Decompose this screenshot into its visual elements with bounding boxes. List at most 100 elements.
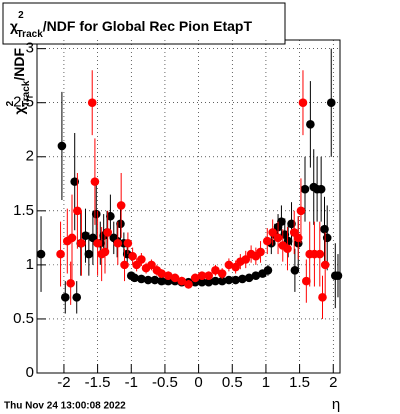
marker: [130, 273, 139, 283]
marker: [91, 209, 101, 219]
marker: [123, 238, 133, 248]
marker: [190, 273, 200, 283]
ylabel-symbol: χ: [11, 106, 27, 114]
marker: [251, 271, 261, 280]
marker: [290, 265, 300, 275]
marker: [298, 98, 308, 108]
marker: [143, 275, 153, 285]
title-box: [2, 2, 286, 45]
marker: [116, 201, 126, 210]
y-tick-label: 0.5: [13, 310, 34, 327]
marker: [60, 293, 70, 302]
marker: [204, 271, 213, 280]
marker: [147, 260, 156, 270]
marker: [106, 211, 115, 221]
marker: [300, 184, 310, 194]
marker: [66, 278, 75, 288]
marker: [277, 217, 286, 226]
marker: [306, 120, 315, 129]
marker: [316, 184, 326, 194]
marker: [224, 260, 234, 270]
marker: [263, 265, 273, 275]
marker: [164, 271, 173, 280]
marker: [231, 275, 240, 285]
marker: [273, 233, 283, 243]
marker: [72, 293, 82, 302]
title-sup: 2: [18, 10, 24, 21]
marker: [211, 265, 220, 275]
marker: [90, 177, 100, 186]
marker: [296, 206, 306, 216]
marker: [320, 224, 329, 234]
marker: [81, 231, 90, 240]
x-tick-label: -1: [125, 374, 138, 391]
marker: [238, 274, 247, 284]
marker: [87, 98, 97, 108]
marker: [333, 271, 343, 280]
ylabel-text: /NDF: [11, 48, 27, 81]
x-tick-label: -0.5: [152, 374, 178, 391]
marker: [302, 276, 311, 286]
marker: [67, 233, 77, 243]
marker: [326, 98, 336, 108]
marker: [211, 276, 220, 286]
marker: [137, 255, 146, 264]
x-tick-label: -1.5: [85, 374, 111, 391]
marker: [283, 244, 292, 253]
marker: [73, 206, 82, 216]
marker: [56, 249, 65, 259]
marker: [84, 249, 94, 259]
marker: [128, 251, 137, 261]
y-tick-label: 0: [26, 364, 34, 381]
title-symbol: χ: [10, 18, 18, 34]
x-axis-label: η: [332, 396, 340, 413]
y-axis-label: χ2 Track/NDF: [5, 48, 32, 115]
y-tick-label: 3: [26, 40, 34, 57]
marker: [320, 260, 330, 270]
marker: [318, 293, 327, 302]
marker: [184, 280, 193, 289]
marker: [70, 177, 80, 186]
marker: [120, 260, 129, 270]
ylabel-sup: 2: [5, 100, 16, 106]
title-sub: Track: [17, 29, 44, 40]
title-text: /NDF for Global Rec Pion EtapT: [43, 18, 253, 34]
marker: [93, 238, 102, 248]
marker: [103, 228, 112, 237]
x-tick-label: 0.5: [222, 374, 243, 391]
marker: [57, 141, 67, 151]
marker: [204, 277, 213, 287]
x-tick-label: -2: [57, 374, 70, 391]
marker: [244, 273, 254, 283]
marker: [268, 228, 277, 237]
timestamp: Thu Nov 24 13:00:08 2022: [4, 401, 126, 412]
marker: [241, 255, 251, 264]
marker: [116, 219, 125, 229]
marker: [197, 271, 207, 280]
marker: [224, 275, 234, 285]
chart-title: χ2 Track/NDF for Global Rec Pion EtapT: [10, 10, 252, 40]
marker: [197, 277, 207, 287]
marker: [287, 219, 296, 229]
marker: [137, 274, 146, 284]
y-tick-label: 1.5: [13, 202, 34, 219]
marker: [217, 276, 227, 286]
marker: [315, 249, 325, 259]
marker: [256, 247, 265, 257]
marker: [77, 238, 86, 248]
marker: [322, 233, 332, 243]
marker: [100, 247, 110, 257]
marker: [113, 238, 123, 248]
marker: [36, 249, 46, 259]
marker: [150, 275, 160, 285]
x-tick-label: 1: [262, 374, 270, 391]
marker: [157, 276, 166, 286]
marker: [177, 276, 187, 286]
x-tick-label: 1.5: [289, 374, 310, 391]
y-tick-label: 1: [26, 256, 34, 273]
marker: [293, 233, 303, 243]
y-tick-label: 2.5: [13, 94, 34, 111]
marker: [217, 269, 227, 278]
marker: [262, 236, 272, 246]
